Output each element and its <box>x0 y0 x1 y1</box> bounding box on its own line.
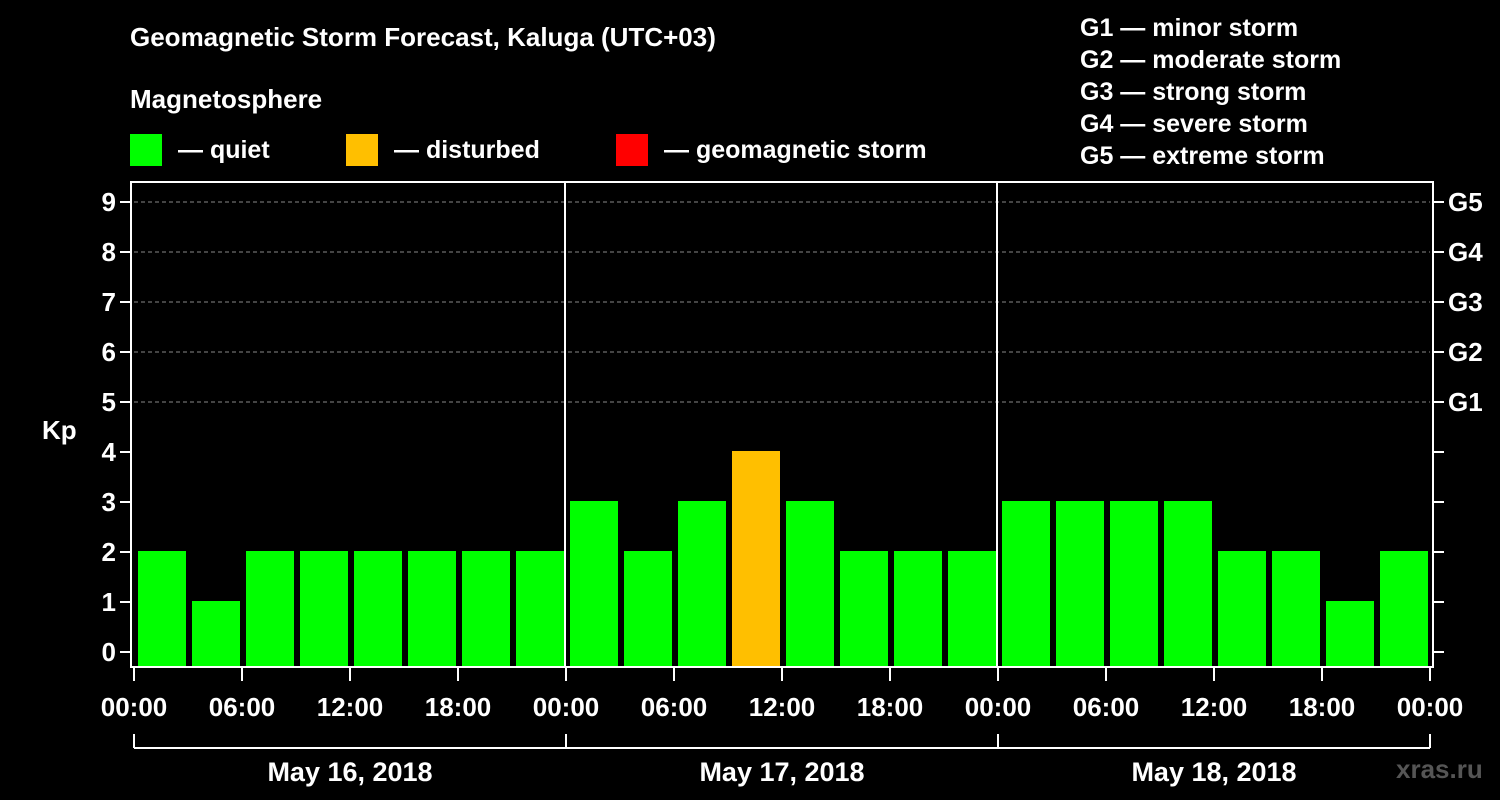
bar-23 <box>1380 551 1428 667</box>
y-axis-label: Kp <box>42 415 77 445</box>
storm-scale-list: G1 — minor storm G2 — moderate storm G3 … <box>1080 12 1341 172</box>
bar-10 <box>678 501 726 667</box>
chart-title: Geomagnetic Storm Forecast, Kaluga (UTC+… <box>130 22 716 52</box>
x-tick-label-11: 18:00 <box>1289 692 1356 722</box>
bar-17 <box>1056 501 1104 667</box>
bar-9 <box>624 551 672 667</box>
storm-scale-g4: G4 — severe storm <box>1080 110 1308 138</box>
x-tick-label-6: 12:00 <box>749 692 816 722</box>
x-tick-label-1: 06:00 <box>209 692 276 722</box>
bar-0 <box>138 551 186 667</box>
x-tick-label-5: 06:00 <box>641 692 708 722</box>
legend-item-disturbed: — disturbed <box>346 132 540 168</box>
storm-scale-g3: G3 — strong storm <box>1080 78 1307 106</box>
bar-2 <box>246 551 294 667</box>
bar-21 <box>1272 551 1320 667</box>
right-tick-label-G1: G1 <box>1448 387 1483 417</box>
bar-13 <box>840 551 888 667</box>
y-tick-label-9: 9 <box>102 187 116 217</box>
x-tick-label-10: 12:00 <box>1181 692 1248 722</box>
y-tick-label-5: 5 <box>102 387 116 417</box>
tick-labels: 0 1 2 3 4 5 6 7 8 9 G1 G2 G3 G4 G5 Kp 00:00 06:00 12:00 18:… <box>42 187 1483 787</box>
x-tick-label-7: 18:00 <box>857 692 924 722</box>
legend-item-quiet: — quiet <box>130 132 270 168</box>
bar-18 <box>1110 501 1158 667</box>
legend-swatch-disturbed <box>346 134 378 166</box>
y-tick-label-7: 7 <box>102 287 116 317</box>
y-tick-label-4: 4 <box>102 437 117 467</box>
day-label-2: May 18, 2018 <box>1131 757 1296 787</box>
bar-3 <box>300 551 348 667</box>
storm-scale-g5: G5 — extreme storm <box>1080 142 1325 170</box>
x-tick-label-12: 00:00 <box>1397 692 1464 722</box>
bar-5 <box>408 551 456 667</box>
bar-6 <box>462 551 510 667</box>
right-tick-label-G4: G4 <box>1448 237 1483 267</box>
x-tick-label-0: 00:00 <box>101 692 168 722</box>
day-label-1: May 17, 2018 <box>699 757 864 787</box>
storm-scale-g1: G1 — minor storm <box>1080 14 1299 42</box>
bars <box>138 451 1428 667</box>
legend-swatch-storm <box>616 134 648 166</box>
legend-title: Magnetosphere <box>130 84 323 114</box>
y-tick-label-1: 1 <box>102 587 116 617</box>
legend-label-disturbed: — disturbed <box>394 135 540 164</box>
x-tick-label-2: 12:00 <box>317 692 384 722</box>
gridlines <box>134 201 1430 403</box>
bar-12 <box>786 501 834 667</box>
x-tick-label-3: 18:00 <box>425 692 492 722</box>
bar-7 <box>516 551 564 667</box>
storm-scale-g2: G2 — moderate storm <box>1080 46 1342 74</box>
right-tick-label-G5: G5 <box>1448 187 1483 217</box>
bar-8 <box>570 501 618 667</box>
bar-22 <box>1326 601 1374 667</box>
x-tick-label-4: 00:00 <box>533 692 600 722</box>
y-tick-label-2: 2 <box>102 537 116 567</box>
bar-4 <box>354 551 402 667</box>
legend-label-storm: — geomagnetic storm <box>664 135 927 164</box>
y-tick-label-0: 0 <box>102 637 116 667</box>
x-tick-label-8: 00:00 <box>965 692 1032 722</box>
legend-label-quiet: — quiet <box>178 135 270 164</box>
axes <box>120 181 1444 749</box>
bar-1 <box>192 601 240 667</box>
bar-19 <box>1164 501 1212 667</box>
bar-11 <box>732 451 780 667</box>
bar-15 <box>948 551 996 667</box>
y-tick-label-8: 8 <box>102 237 116 267</box>
day-label-0: May 16, 2018 <box>267 757 432 787</box>
right-tick-label-G2: G2 <box>1448 337 1483 367</box>
x-tick-label-9: 06:00 <box>1073 692 1140 722</box>
bar-14 <box>894 551 942 667</box>
bar-16 <box>1002 501 1050 667</box>
legend-swatch-quiet <box>130 134 162 166</box>
y-tick-label-3: 3 <box>102 487 116 517</box>
legend-item-storm: — geomagnetic storm <box>616 132 927 168</box>
y-tick-label-6: 6 <box>102 337 116 367</box>
right-tick-label-G3: G3 <box>1448 287 1483 317</box>
watermark: xras.ru <box>1396 754 1483 784</box>
bar-20 <box>1218 551 1266 667</box>
